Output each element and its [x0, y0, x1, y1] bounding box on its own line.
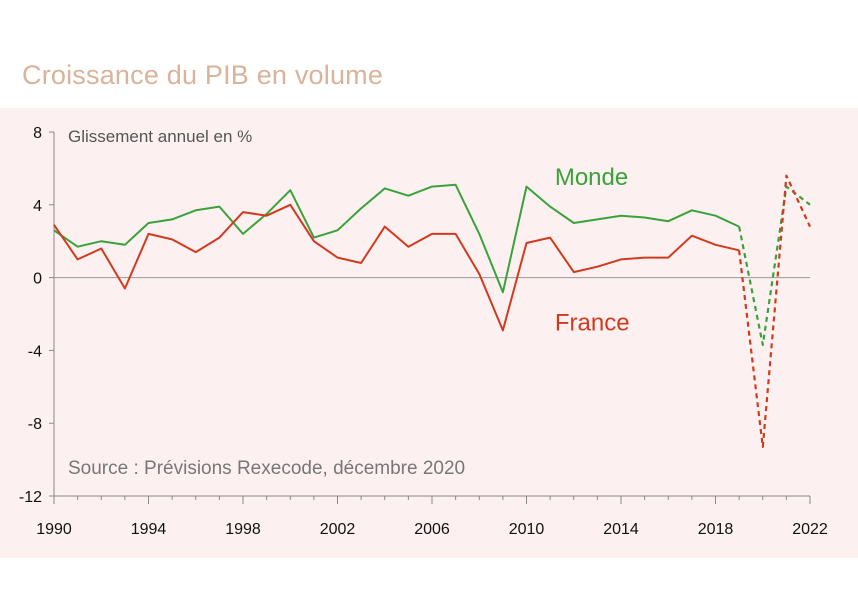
- x-tick-label: 2018: [698, 521, 734, 538]
- y-tick-label: -4: [28, 343, 42, 360]
- x-tick-label: 1994: [131, 521, 167, 538]
- y-tick-label: 8: [33, 125, 42, 142]
- chart-panel: [0, 108, 858, 558]
- series-label-france: France: [555, 309, 630, 336]
- x-tick-label: 2006: [414, 521, 450, 538]
- y-tick-label: -12: [19, 489, 42, 506]
- chart-title: Croissance du PIB en volume: [22, 60, 384, 90]
- forecast-line-france: [738, 174, 811, 448]
- x-tick-label: 2010: [509, 521, 545, 538]
- x-tick-label: 2022: [792, 521, 828, 538]
- y-tick-label: -8: [28, 416, 42, 433]
- x-tick-label: 1998: [225, 521, 261, 538]
- y-tick-label: 0: [33, 271, 42, 288]
- y-tick-label: 4: [33, 198, 42, 215]
- x-tick-label: 1990: [36, 521, 72, 538]
- forecast-line-monde: [738, 185, 811, 346]
- series-line-monde: [53, 183, 740, 294]
- source-note: Source : Prévisions Rexecode, décembre 2…: [68, 458, 465, 479]
- axes: 8 4 0 -4 -8 -12 1990 1994 1998 2002 2006 2010 2014 20…: [19, 125, 828, 538]
- y-axis-label: Glissement annuel en %: [68, 127, 252, 146]
- series-label-monde: Monde: [555, 164, 628, 191]
- x-tick-label: 2002: [320, 521, 356, 538]
- series-lines: Monde France: [53, 164, 811, 448]
- x-tick-label: 2014: [603, 521, 639, 538]
- series-line-france: [53, 203, 740, 332]
